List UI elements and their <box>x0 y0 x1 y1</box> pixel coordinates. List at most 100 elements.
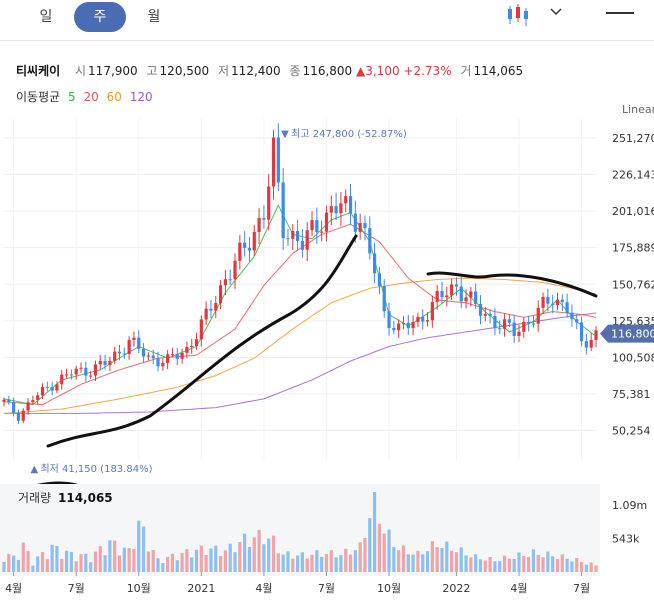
volume-bar <box>305 558 309 572</box>
low-value: 112,400 <box>231 64 281 78</box>
volume-bar <box>247 546 252 572</box>
candle-body <box>36 395 40 401</box>
time-tick-label: 10월 <box>377 582 401 595</box>
price-tick-label: 125,635 <box>612 315 654 328</box>
volume-bar <box>310 554 314 572</box>
candle-body <box>546 296 550 304</box>
last-price-tag <box>600 324 654 343</box>
volume-bar <box>7 553 11 572</box>
candle-body <box>40 386 45 396</box>
candle-body <box>127 339 131 355</box>
volume-bar <box>151 549 155 572</box>
volume-bar <box>36 556 40 572</box>
volume-bar <box>93 551 98 572</box>
candle-body <box>382 286 386 312</box>
candle-body <box>190 345 194 347</box>
volume-bar <box>430 541 434 572</box>
open-label: 시 <box>75 64 87 78</box>
candle-body <box>7 399 11 403</box>
volume-bar <box>214 545 218 572</box>
volume-label: 거래량 <box>18 491 51 505</box>
volume-bar <box>60 558 64 572</box>
volume-bar <box>218 556 223 572</box>
volume-bar <box>344 548 348 572</box>
candle-body <box>26 402 30 411</box>
volume-bar <box>382 533 386 572</box>
volume-tick-label: 1.09m <box>612 499 647 512</box>
candle-body <box>459 286 463 302</box>
volume-bar <box>541 557 545 572</box>
ma20-legend: 20 <box>83 90 99 104</box>
ma5-line <box>3 204 597 406</box>
volume-bar <box>137 520 141 572</box>
ma20-line <box>3 223 597 406</box>
volume-bar <box>122 547 126 572</box>
header-divider <box>0 40 654 41</box>
price-tick-label: 150,762 <box>612 278 654 291</box>
volume-bar <box>469 557 473 572</box>
chevron-down-icon[interactable] <box>548 3 564 21</box>
candle-body <box>89 375 93 377</box>
tab-daily[interactable]: 일 <box>39 9 53 25</box>
candle-body <box>536 307 540 324</box>
tab-weekly[interactable]: 주 <box>74 2 126 32</box>
volume-bar <box>377 523 382 572</box>
annotation-stroke <box>426 271 598 298</box>
time-tick-label: 4월 <box>510 582 527 595</box>
volume-bar <box>329 550 333 572</box>
candle-body <box>257 218 261 232</box>
candle-body <box>98 361 102 365</box>
high-value: 120,500 <box>159 64 210 78</box>
ma120-line <box>4 312 597 414</box>
tab-monthly[interactable]: 월 <box>147 9 161 25</box>
candle-body <box>401 322 406 324</box>
volume-bar <box>252 537 256 572</box>
volume-bar <box>238 542 242 572</box>
volume-bar <box>175 560 179 572</box>
volume-bar <box>161 562 165 572</box>
candle-body <box>565 302 569 313</box>
volume-bar <box>459 547 463 572</box>
volume-bar <box>353 550 357 572</box>
volume-bar <box>551 556 555 572</box>
candle-body <box>512 322 516 336</box>
candle-body <box>440 290 444 298</box>
volume-bar <box>89 562 93 572</box>
candle-body <box>16 412 21 421</box>
candle-body <box>228 279 232 281</box>
volume-bar <box>493 561 497 572</box>
min-price-annotation: 최저 41,150 (183.84%) <box>40 463 152 475</box>
candle-body <box>445 295 449 298</box>
volume-bar <box>401 545 406 572</box>
volume-bar <box>276 553 280 572</box>
volume-bar <box>300 552 305 572</box>
max-price-annotation: 최고 247,800 (-52.87%) <box>291 128 407 140</box>
volume-bar <box>517 552 521 572</box>
menu-icon[interactable] <box>606 12 634 14</box>
candle-body <box>132 337 136 340</box>
candle-body <box>281 182 285 239</box>
candle-body <box>579 322 584 342</box>
volume-bar <box>180 553 184 572</box>
candle-body <box>21 410 25 421</box>
volume-bar <box>170 553 175 572</box>
candle-body <box>286 238 290 240</box>
change-arrow-icon: ▲ <box>356 64 366 78</box>
volume-bar <box>223 550 227 572</box>
volume-bar <box>55 545 59 572</box>
candle-body <box>397 323 401 331</box>
candle-body <box>305 230 309 250</box>
candlestick-icon[interactable] <box>506 4 530 26</box>
close-label: 종 <box>289 64 301 78</box>
volume-bar <box>64 550 69 572</box>
candle-body <box>339 203 343 214</box>
volume-bar <box>26 551 30 572</box>
volume-bar <box>392 546 396 572</box>
volume-bar <box>478 559 483 572</box>
candle-body <box>589 339 593 348</box>
candle-body <box>93 364 98 376</box>
candle-body <box>64 374 69 376</box>
candle-body <box>377 273 382 287</box>
volume-bar <box>31 565 35 572</box>
